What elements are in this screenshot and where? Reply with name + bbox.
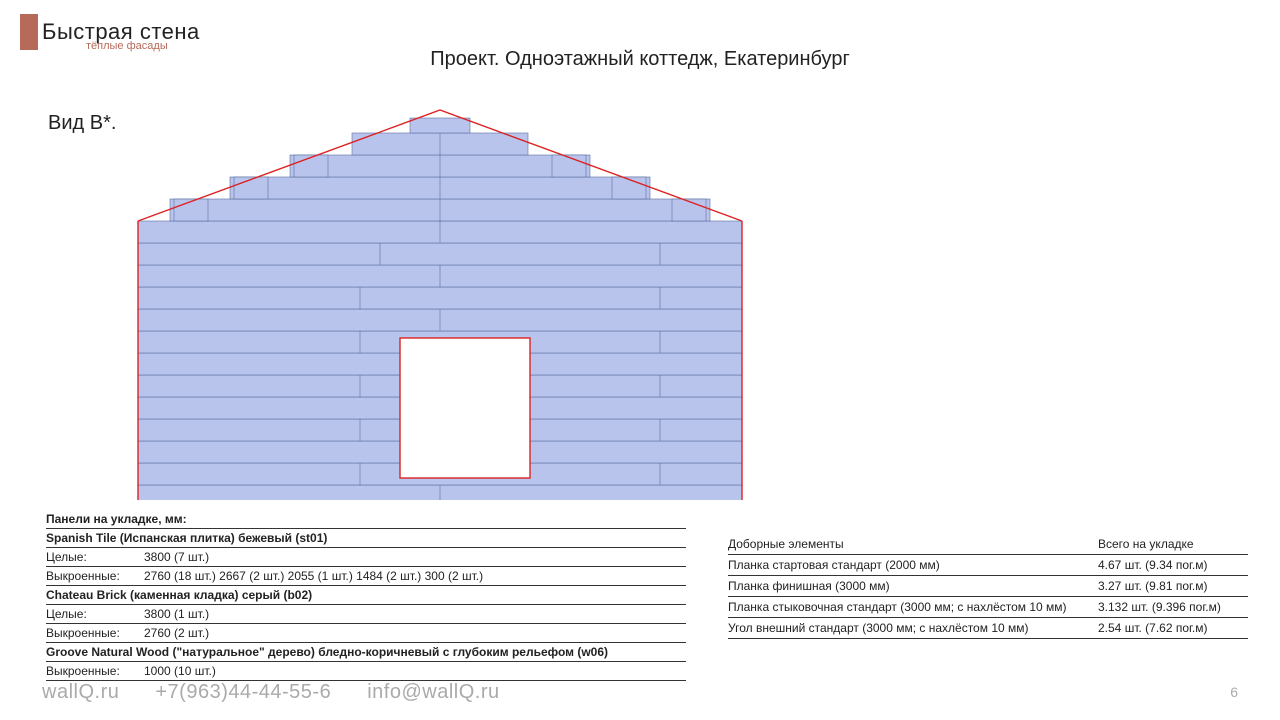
facade-diagram [120, 100, 760, 500]
additions-header: Доборные элементыВсего на укладке [728, 534, 1248, 555]
footer-site: wallQ.ru [42, 681, 119, 704]
panel-cut-row: Выкроенные:1000 (10 шт.) [46, 662, 686, 681]
page-number: 6 [1230, 684, 1238, 700]
additions-row: Планка финишная (3000 мм)3.27 шт. (9.81 … [728, 576, 1248, 597]
additions-row: Планка стыковочная стандарт (3000 мм; с … [728, 597, 1248, 618]
additions-row: Угол внешний стандарт (3000 мм; с нахлёс… [728, 618, 1248, 639]
footer: wallQ.ru +7(963)44-44-55-6 info@wallQ.ru [42, 681, 500, 704]
view-label: Вид В*. [48, 112, 116, 135]
footer-email: info@wallQ.ru [367, 681, 499, 704]
logo-icon [20, 14, 38, 50]
panel-group-title: Chateau Brick (каменная кладка) серый (b… [46, 586, 686, 605]
panel-group-title: Groove Natural Wood ("натуральное" дерев… [46, 643, 686, 662]
panel-group-title: Spanish Tile (Испанская плитка) бежевый … [46, 529, 686, 548]
additions-table: Доборные элементыВсего на укладкеПланка … [728, 534, 1248, 639]
panels-table: Панели на укладке, мм:Spanish Tile (Испа… [46, 510, 686, 681]
footer-phone: +7(963)44-44-55-6 [155, 681, 331, 704]
panel-whole-row: Целые:3800 (1 шт.) [46, 605, 686, 624]
panel-whole-row: Целые:3800 (7 шт.) [46, 548, 686, 567]
page-title: Проект. Одноэтажный коттедж, Екатеринбур… [0, 48, 1280, 71]
panel-cut-row: Выкроенные:2760 (18 шт.) 2667 (2 шт.) 20… [46, 567, 686, 586]
panels-header: Панели на укладке, мм: [46, 510, 686, 529]
panel-cut-row: Выкроенные:2760 (2 шт.) [46, 624, 686, 643]
additions-row: Планка стартовая стандарт (2000 мм)4.67 … [728, 555, 1248, 576]
